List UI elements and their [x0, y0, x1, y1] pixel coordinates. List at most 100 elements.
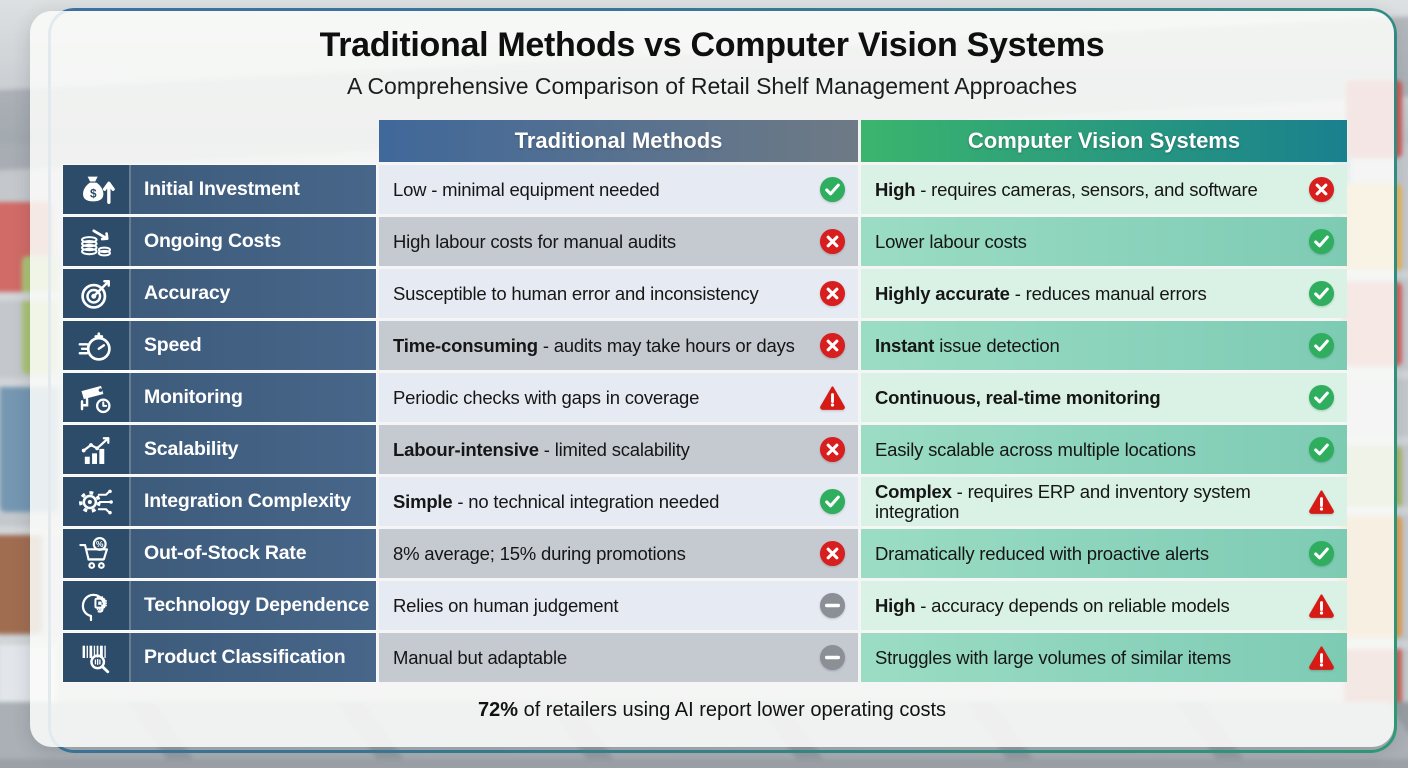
traditional-cell-text: Low - minimal equipment needed	[393, 179, 819, 200]
feature-label: Ongoing Costs	[144, 230, 282, 252]
header-spacer	[63, 120, 376, 162]
head-chip-icon	[77, 588, 115, 624]
computer-vision-cell: Dramatically reduced with proactive aler…	[861, 529, 1347, 578]
feature-icon-box	[63, 373, 131, 422]
vision-cell-text: High - requires cameras, sensors, and so…	[875, 178, 1308, 200]
table-header-row: Traditional Methods Computer Vision Syst…	[63, 120, 1347, 162]
traditional-cell: Relies on human judgement	[379, 581, 858, 630]
feature-icon-box	[63, 165, 131, 214]
vision-cell-text: Dramatically reduced with proactive aler…	[875, 542, 1308, 564]
status-good-icon	[1308, 540, 1335, 567]
traditional-cell: Periodic checks with gaps in coverage	[379, 373, 858, 422]
feature-row-label: Integration Complexity	[63, 477, 376, 526]
page-subtitle: A Comprehensive Comparison of Retail She…	[346, 73, 1077, 99]
traditional-cell: Susceptible to human error and inconsist…	[379, 269, 858, 318]
feature-icon-box	[63, 477, 131, 526]
feature-label: Technology Dependence	[144, 594, 370, 616]
cell-rest-text: - audits may take hours or days	[537, 334, 795, 356]
cell-rest-text: - reduces manual errors	[1009, 282, 1207, 304]
cell-rest-text: - no technical integration needed	[452, 490, 720, 512]
vision-cell-text: Complex - requires ERP and inventory sys…	[875, 480, 1308, 522]
status-bad-icon	[819, 228, 846, 255]
traditional-cell-text: Relies on human judgement	[393, 594, 819, 616]
vision-cell-text: Continuous, real-time monitoring	[875, 387, 1308, 408]
status-warn-icon	[819, 384, 846, 411]
cell-lead-text: High	[875, 178, 916, 200]
comparison-card: Traditional Methods vs Computer Vision S…	[30, 11, 1394, 747]
vision-cell-text: Lower labour costs	[875, 231, 1308, 252]
feature-icon-box	[63, 269, 131, 318]
computer-vision-cell: Easily scalable across multiple location…	[861, 425, 1347, 474]
header-traditional: Traditional Methods	[379, 120, 858, 162]
traditional-cell: Time-consuming - audits may take hours o…	[379, 321, 858, 370]
cell-rest-text: Struggles with large volumes of similar …	[875, 646, 1231, 668]
computer-vision-cell: Lower labour costs	[861, 217, 1347, 266]
store-floor-edge	[0, 759, 1408, 768]
traditional-cell-text: High labour costs for manual audits	[393, 231, 819, 252]
status-bad-icon	[819, 436, 846, 463]
cell-lead-text: High	[875, 594, 916, 616]
cell-rest-text: issue detection	[934, 334, 1060, 356]
cell-lead-text: Highly accurate	[875, 282, 1010, 304]
cell-rest-text: Manual but adaptable	[393, 646, 567, 668]
feature-icon-box	[63, 529, 131, 578]
traditional-cell: 8% average; 15% during promotions	[379, 529, 858, 578]
feature-row-label: Scalability	[63, 425, 376, 474]
barcode-search-icon	[77, 640, 115, 676]
cell-lead-text: Simple	[393, 490, 453, 512]
cell-rest-text: - requires cameras, sensors, and softwar…	[915, 178, 1258, 200]
status-bad-icon	[819, 332, 846, 359]
status-good-icon	[1308, 332, 1335, 359]
feature-label: Speed	[144, 334, 202, 356]
feature-row-label: Speed	[63, 321, 376, 370]
status-good-icon	[1308, 384, 1335, 411]
computer-vision-cell: Highly accurate - reduces manual errors	[861, 269, 1347, 318]
cell-rest-text: 8% average; 15% during promotions	[393, 542, 686, 564]
cell-lead-text: Labour-intensive	[393, 438, 539, 460]
feature-label: Integration Complexity	[144, 490, 351, 512]
cell-rest-text: - accuracy depends on reliable models	[915, 594, 1230, 616]
computer-vision-cell: Continuous, real-time monitoring	[861, 373, 1347, 422]
gear-circuit-icon	[77, 484, 115, 520]
traditional-cell-text: Labour-intensive - limited scalability	[393, 438, 819, 460]
status-bad-icon	[819, 540, 846, 567]
table-rows: Initial Investment Low - minimal equipme…	[63, 165, 1347, 682]
target-icon	[77, 276, 115, 312]
feature-icon-box	[63, 633, 131, 682]
computer-vision-cell: Struggles with large volumes of similar …	[861, 633, 1347, 682]
computer-vision-cell: Complex - requires ERP and inventory sys…	[861, 477, 1347, 526]
status-good-icon	[1308, 436, 1335, 463]
status-bad-icon	[819, 280, 846, 307]
feature-label: Monitoring	[144, 386, 243, 408]
traditional-cell: Low - minimal equipment needed	[379, 165, 858, 214]
cell-rest-text: - requires ERP and inventory system inte…	[875, 480, 1251, 522]
footer-statistic: 72%	[477, 699, 519, 721]
feature-label: Product Classification	[144, 646, 346, 668]
security-camera-icon	[77, 380, 115, 416]
status-neutral-icon	[819, 592, 846, 619]
status-bad-icon	[1308, 176, 1335, 203]
comparison-table: Traditional Methods Computer Vision Syst…	[63, 120, 1347, 682]
cell-lead-text: Complex	[875, 480, 952, 502]
status-warn-icon	[1308, 592, 1335, 619]
traditional-cell-text: Simple - no technical integration needed	[393, 490, 819, 512]
stopwatch-icon	[77, 328, 115, 364]
feature-icon-box	[63, 217, 131, 266]
feature-row-label: Technology Dependence	[63, 581, 376, 630]
vision-cell-text: Struggles with large volumes of similar …	[875, 646, 1308, 668]
header-computer-vision: Computer Vision Systems	[861, 120, 1347, 162]
traditional-cell-text: Time-consuming - audits may take hours o…	[393, 334, 819, 356]
traditional-cell: Simple - no technical integration needed	[379, 477, 858, 526]
cell-rest-text: Relies on human judgement	[393, 594, 619, 616]
vision-cell-text: Instant issue detection	[875, 334, 1308, 356]
cell-lead-text: Instant	[875, 334, 935, 356]
status-good-icon	[819, 176, 846, 203]
cell-rest-text: Dramatically reduced with proactive aler…	[875, 542, 1209, 564]
money-bag-icon	[77, 172, 115, 208]
feature-row-label: Ongoing Costs	[63, 217, 376, 266]
traditional-cell: Manual but adaptable	[379, 633, 858, 682]
traditional-cell-text: Susceptible to human error and inconsist…	[393, 283, 819, 304]
growth-chart-icon	[77, 432, 115, 468]
traditional-cell-text: 8% average; 15% during promotions	[393, 542, 819, 564]
